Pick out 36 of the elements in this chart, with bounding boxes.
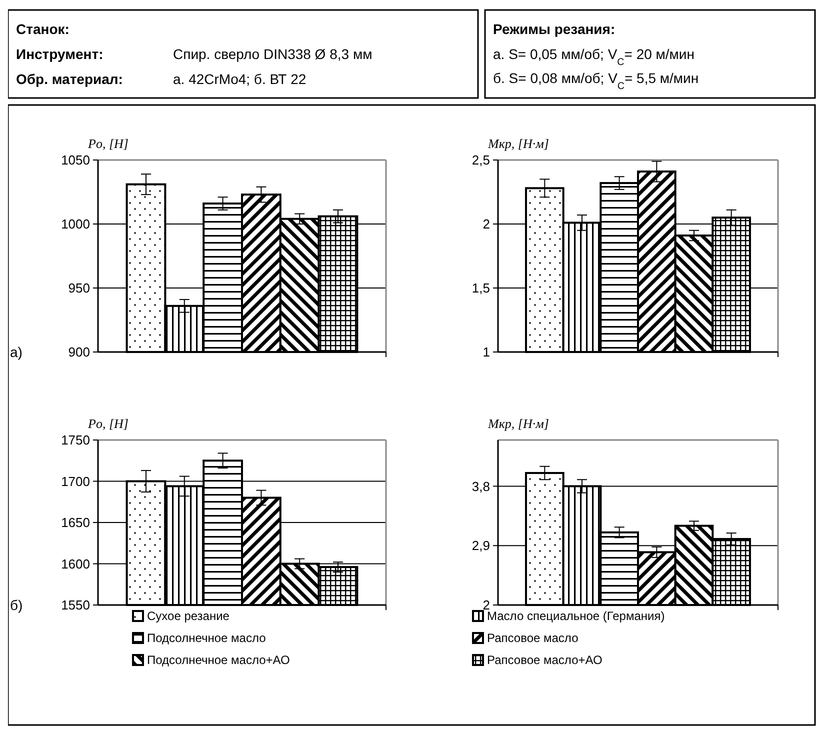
legend-label: Масло специальное (Германия)	[487, 609, 665, 623]
text: Обр. материал:	[16, 71, 123, 87]
text: а)	[10, 344, 22, 360]
y-tick-label: 1050	[61, 152, 90, 168]
legend-label: Подсолнечное масло+АО	[147, 653, 290, 667]
y-axis-title: Mкр, [Н·м]	[487, 136, 549, 151]
legend-label: Подсолнечное масло	[147, 631, 266, 645]
text: б)	[10, 597, 23, 613]
text: а. 42CrMo4; б. ВТ 22	[173, 71, 306, 87]
y-tick-label: 1750	[61, 432, 90, 448]
text: Режимы резания:	[493, 21, 616, 37]
y-tick-label: 1000	[61, 216, 90, 232]
y-tick-label: 1,5	[472, 280, 490, 296]
y-tick-label: 1550	[61, 598, 90, 613]
y-axis-title: Mкр, [Н·м]	[487, 416, 549, 431]
text: Станок:	[16, 21, 70, 37]
y-tick-label: 2	[482, 598, 490, 613]
text: б. S= 0,08 мм/об; V$_{C}$= 5,5 м/мин	[493, 70, 699, 92]
y-tick-label: 1600	[61, 556, 90, 572]
y-tick-label: 900	[68, 344, 90, 360]
y-axis-title: Po, [Н]	[87, 416, 128, 431]
y-tick-label: 1650	[61, 515, 90, 530]
legend-label: Рапсовое масло+АО	[487, 653, 602, 667]
y-tick-label: 1	[482, 344, 490, 360]
y-tick-label: 2	[482, 216, 490, 232]
text: а. S= 0,05 мм/об; V$_{C}$= 20 м/мин	[493, 46, 694, 68]
y-tick-label: 3,8	[472, 478, 490, 494]
text: Спир. сверло DIN338 Ø 8,3 мм	[173, 46, 372, 62]
y-tick-label: 950	[68, 280, 90, 296]
legend-label: Рапсовое масло	[487, 631, 579, 645]
text: Инструмент:	[16, 46, 104, 62]
legend-label: Сухое резание	[147, 609, 230, 623]
y-axis-title: Po, [Н]	[87, 136, 128, 151]
y-tick-label: 2,5	[472, 152, 490, 168]
y-tick-label: 2,9	[472, 538, 490, 554]
y-tick-label: 1700	[61, 474, 90, 489]
